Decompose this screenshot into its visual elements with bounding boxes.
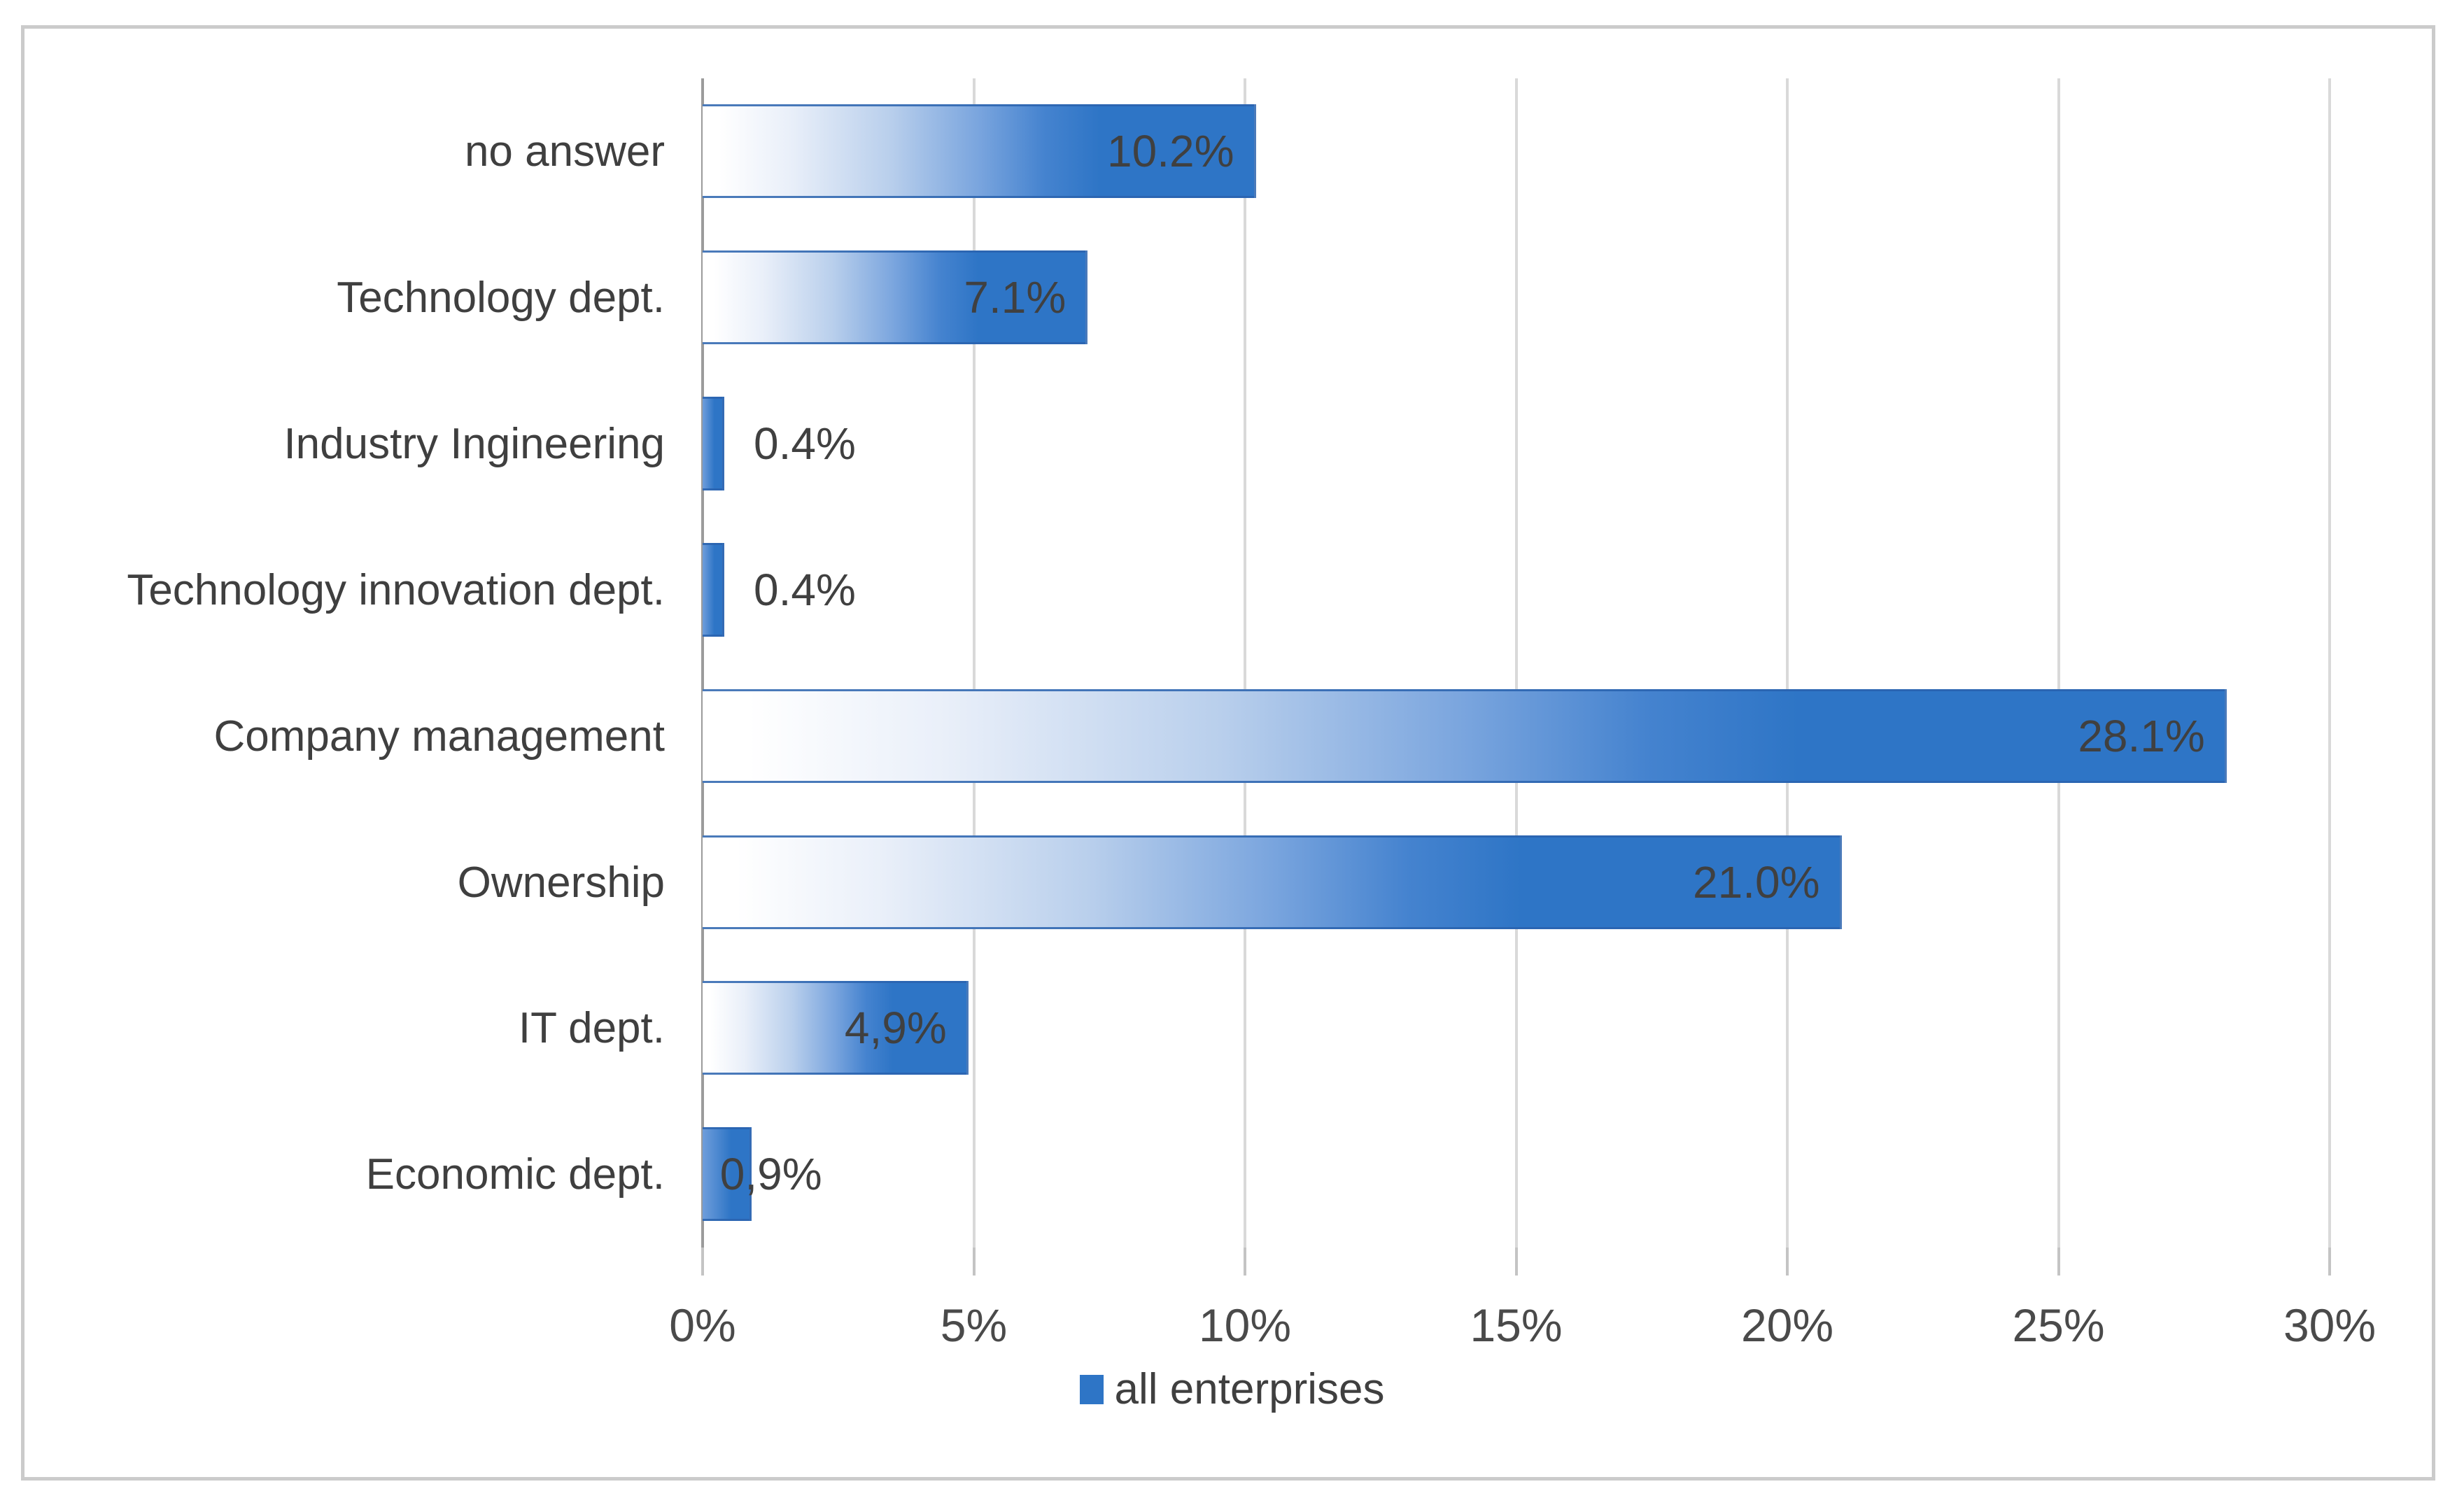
category-label: Economic dept. [365,1150,665,1199]
bar-value-label: 21.0% [1693,856,1820,907]
bar-value-label: 28.1% [2078,710,2205,761]
gridline [1786,78,1789,1248]
data-bar: 4,9% [703,981,969,1075]
chart-row: Ownership 21.0% [0,810,2464,956]
bar-value-label: 0.4% [754,564,856,615]
axis-tick [972,1248,976,1276]
x-axis-tick-label: 25% [2012,1299,2105,1351]
axis-tick [1786,1248,1789,1276]
axis-tick [1244,1248,1246,1276]
axis-tick [701,1248,704,1276]
bar-value-label: 10.2% [1107,126,1234,176]
chart-row: Technology innovation dept. 0.4% [0,517,2464,663]
data-bar: 0.4% [703,396,856,490]
bar-value-label: 0.4% [754,418,856,469]
x-axis-tick-label: 20% [1740,1299,1834,1351]
data-bar: 28.1% [703,688,2227,783]
bar-value-label: 0,9% [719,1149,822,1200]
data-bar: 10.2% [703,104,1256,198]
bar-value-label: 4,9% [844,1003,947,1054]
gridline [972,78,976,1248]
category-label: Industry Ingineering [283,419,665,468]
gridline [1244,78,1246,1248]
category-label: Ownership [457,858,665,907]
category-label: IT dept. [518,1004,665,1053]
axis-tick [2328,1248,2331,1276]
gridline [2328,78,2331,1248]
x-axis-tick-label: 15% [1470,1299,1563,1351]
chart-row: no answer 10.2% [0,78,2464,225]
bar-value-label: 7.1% [964,271,1066,323]
data-bar: 0,9% [703,1127,822,1222]
x-axis-tick-label: 30% [2283,1299,2377,1351]
x-axis-tick-label: 0% [669,1299,736,1351]
axis-tick [1514,1248,1518,1276]
legend-marker-icon [1079,1374,1104,1404]
chart-row: Company management 28.1% [0,663,2464,810]
legend-label: all enterprises [1114,1365,1385,1413]
axis-tick [2057,1248,2060,1276]
chart-row: Technology dept. 7.1% [0,225,2464,371]
category-label: no answer [464,127,665,176]
data-bar: 21.0% [703,835,1842,929]
x-axis-tick-label: 10% [1198,1299,1292,1351]
gridline [2057,78,2060,1248]
data-bar: 0.4% [703,542,856,637]
gridline [1514,78,1518,1248]
legend: all enterprises [1079,1364,1385,1414]
category-label: Company management [213,712,665,761]
gridline [701,78,704,1248]
chart-row: Economic dept. 0,9% [0,1101,2464,1248]
category-label: Technology innovation dept. [127,565,665,614]
chart-row: IT dept. 4,9% [0,955,2464,1101]
data-bar: 7.1% [703,250,1088,344]
x-axis-tick-label: 5% [940,1299,1008,1351]
category-label: Technology dept. [337,273,665,322]
chart-row: Industry Ingineering 0.4% [0,371,2464,517]
